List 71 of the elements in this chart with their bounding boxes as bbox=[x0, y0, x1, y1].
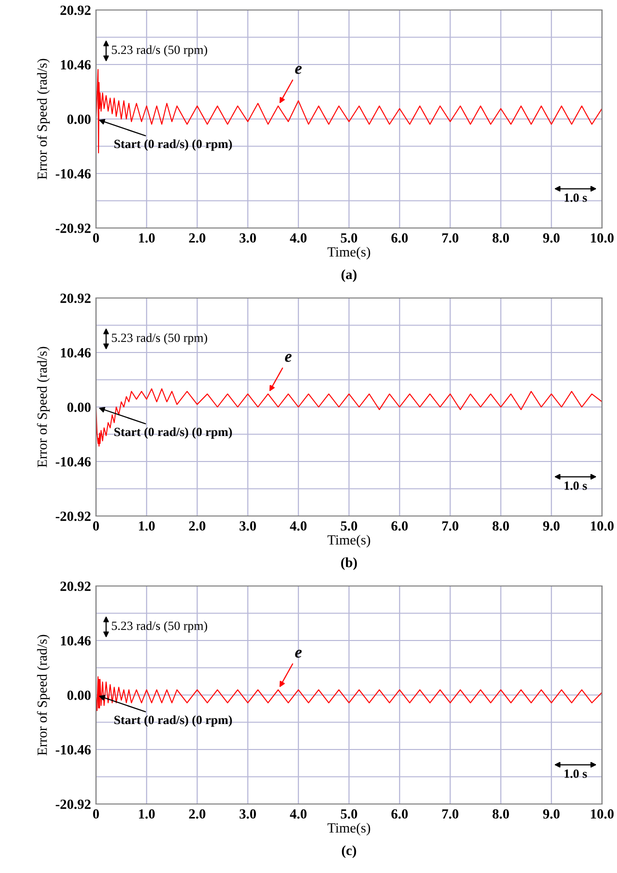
annotation: e bbox=[295, 66, 302, 74]
x-tick-label: 4.0 bbox=[290, 233, 307, 243]
y-tick-label: 20.92 bbox=[60, 6, 91, 16]
y-tick-label: -20.92 bbox=[56, 800, 91, 810]
y-tick-label: -20.92 bbox=[56, 512, 91, 522]
y-tick-label: -10.46 bbox=[56, 745, 91, 755]
y-tick-label: 0.00 bbox=[67, 114, 91, 124]
annotation: 5.23 rad/s (50 rpm) bbox=[112, 45, 208, 57]
line-series bbox=[96, 388, 602, 447]
x-tick-label: 3.0 bbox=[240, 521, 256, 531]
text: (a) bbox=[342, 269, 356, 282]
annotation: 1.0 s bbox=[564, 193, 587, 202]
x-tick-label: 2.0 bbox=[189, 233, 206, 243]
x-tick-label: 3.0 bbox=[240, 809, 256, 819]
x-tick-label: 4.0 bbox=[290, 521, 307, 531]
y-tick-label: 20.92 bbox=[60, 294, 91, 304]
line-series bbox=[96, 676, 602, 712]
y-tick-label: -10.46 bbox=[56, 457, 91, 467]
annotation: e bbox=[284, 354, 292, 362]
x-tick-label: 4.0 bbox=[290, 809, 307, 819]
x-tick-label: 1.0 bbox=[139, 233, 155, 243]
x-tick-label: 5.0 bbox=[340, 521, 358, 531]
text: (c) bbox=[342, 845, 356, 858]
x-tick-label: 1.0 bbox=[139, 809, 155, 819]
x-tick-label: 6.0 bbox=[391, 809, 408, 819]
y-tick-label: 10.46 bbox=[61, 60, 91, 70]
x-tick-label: 7.0 bbox=[442, 521, 458, 531]
annotation: 5.23 rad/s (50 rpm) bbox=[112, 333, 208, 345]
x-tick-label: 10.0 bbox=[590, 233, 614, 243]
annotation: Start (0 rad/s) (0 rpm) bbox=[114, 139, 232, 151]
x-axis-title: Time(s) bbox=[328, 534, 370, 548]
x-tick-label: 0 bbox=[93, 809, 99, 819]
x-tick-label: 7.0 bbox=[442, 809, 458, 819]
annotation: Start (0 rad/s) (0 rpm) bbox=[114, 715, 232, 727]
x-tick-label: 10.0 bbox=[590, 521, 614, 531]
y-tick-label: -10.46 bbox=[56, 169, 91, 179]
x-tick-label: 2.0 bbox=[189, 809, 206, 819]
x-tick-label: 8.0 bbox=[492, 809, 509, 819]
x-tick-label: 9.0 bbox=[543, 233, 560, 243]
x-tick-label: 8.0 bbox=[492, 233, 509, 243]
x-tick-label: 9.0 bbox=[543, 809, 560, 819]
y-tick-label: 20.92 bbox=[60, 582, 91, 592]
y-axis-title: Error of Speed (rad/s) bbox=[36, 634, 50, 756]
x-tick-label: 6.0 bbox=[391, 521, 408, 531]
x-tick-label: 5.0 bbox=[340, 809, 358, 819]
x-tick-label: 0 bbox=[93, 233, 99, 243]
y-axis-title: Error of Speed (rad/s) bbox=[36, 346, 50, 468]
annotation: e bbox=[295, 650, 302, 658]
x-tick-label: 8.0 bbox=[492, 521, 509, 531]
y-tick-label: 0.00 bbox=[67, 402, 91, 412]
x-tick-label: 7.0 bbox=[442, 233, 458, 243]
x-tick-label: 1.0 bbox=[139, 521, 155, 531]
y-tick-label: -20.92 bbox=[56, 224, 91, 234]
y-tick-label: 10.46 bbox=[61, 348, 91, 358]
x-tick-label: 3.0 bbox=[240, 233, 256, 243]
annotation: 5.23 rad/s (50 rpm) bbox=[112, 621, 208, 633]
x-tick-label: 10.0 bbox=[590, 809, 614, 819]
x-tick-label: 6.0 bbox=[391, 233, 408, 243]
x-axis-title: Time(s) bbox=[328, 246, 370, 260]
annotation: 1.0 s bbox=[564, 769, 587, 778]
x-tick-label: 0 bbox=[93, 521, 99, 531]
x-axis-title: Time(s) bbox=[328, 822, 370, 836]
annotation: Start (0 rad/s) (0 rpm) bbox=[114, 427, 232, 439]
x-tick-label: 9.0 bbox=[543, 521, 560, 531]
annotation: 1.0 s bbox=[564, 481, 587, 490]
x-tick-label: 5.0 bbox=[340, 233, 358, 243]
y-axis-title: Error of Speed (rad/s) bbox=[36, 58, 50, 180]
x-tick-label: 2.0 bbox=[189, 521, 206, 531]
y-tick-label: 0.00 bbox=[67, 690, 91, 700]
text: (b) bbox=[341, 557, 357, 570]
y-tick-label: 10.46 bbox=[61, 636, 91, 646]
